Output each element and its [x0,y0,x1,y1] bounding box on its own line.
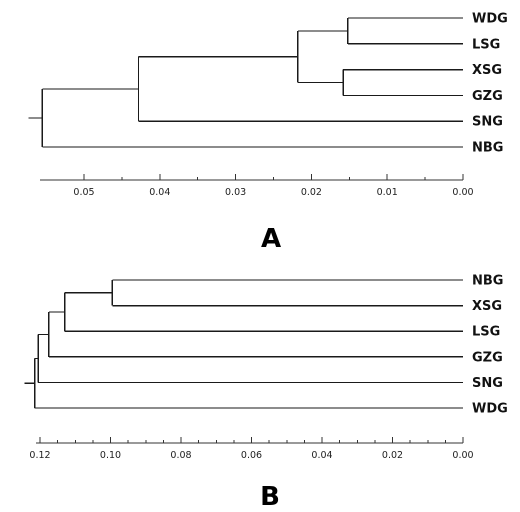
distance-axis-tick-label: 0.02 [382,450,403,461]
distance-axis-tick-label: 0.05 [73,187,94,198]
leaf-label-xsg: XSG [472,63,502,78]
leaf-label-gzg: GZG [472,350,503,365]
leaf-label-lsg: LSG [472,325,500,340]
distance-axis-tick-label: 0.00 [452,450,473,461]
leaf-label-lsg: LSG [472,37,500,52]
panel-label: B [260,482,280,512]
distance-axis-tick-label: 0.00 [452,187,473,198]
leaf-label-xsg: XSG [472,299,502,314]
leaf-label-sng: SNG [472,376,503,391]
leaf-label-nbg: NBG [472,274,503,289]
distance-axis-tick-label: 0.08 [170,450,191,461]
distance-axis-tick-label: 0.01 [377,187,398,198]
dendrogram-panel-a: WDG LSG XSG GZG SNG NBG 0.05 0.04 0.03 0.02 0.01 0.… [28,12,508,254]
leaf-label-gzg: GZG [472,89,503,104]
leaf-label-wdg: WDG [472,402,508,417]
distance-axis-tick-label: 0.03 [225,187,246,198]
distance-axis-tick-label: 0.12 [29,450,50,461]
leaf-label-wdg: WDG [472,12,508,27]
distance-axis-tick-label: 0.06 [241,450,262,461]
distance-axis-tick-label: 0.04 [149,187,170,198]
distance-axis-tick-label: 0.04 [311,450,332,461]
distance-axis-tick-label: 0.10 [100,450,121,461]
dendrogram-panel-b: NBG XSG LSG GZG SNG WDG 0.12 0.10 0.08 0.06 0.04 0.… [24,274,508,512]
leaf-label-nbg: NBG [472,141,503,156]
leaf-label-sng: SNG [472,115,503,130]
distance-axis-tick-label: 0.02 [301,187,322,198]
panel-label: A [261,224,281,254]
